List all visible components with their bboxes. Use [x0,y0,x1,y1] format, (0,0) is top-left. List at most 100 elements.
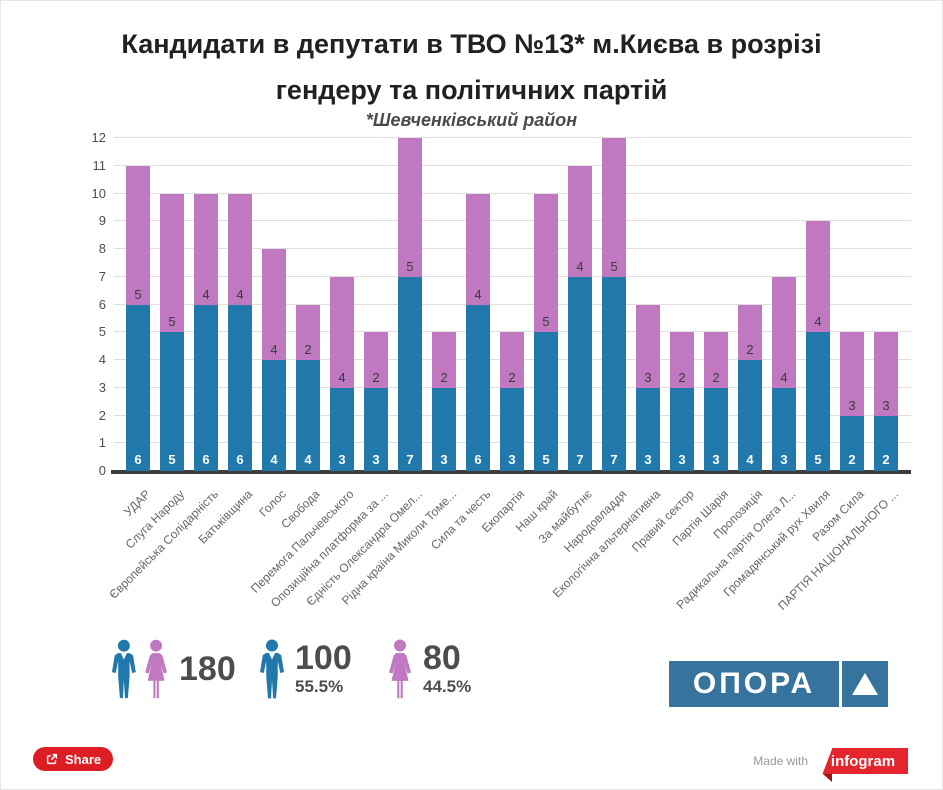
bar-male-segment[interactable] [874,415,898,471]
y-tick-label: 3 [98,379,106,395]
bar-male-segment[interactable] [772,387,796,471]
male-pictogram-icon [260,639,284,699]
bar-male-value: 6 [134,452,142,467]
bar-male-segment[interactable] [262,360,286,471]
bar-female-segment[interactable] [398,138,422,277]
chart-subtitle: *Шевченківський район [365,110,578,130]
y-tick-label: 9 [98,213,106,229]
bar-female-value: 5 [406,258,414,274]
share-button[interactable]: Share [33,747,114,771]
gridline [114,220,911,222]
bar-female-segment[interactable] [534,193,558,333]
bar-male-value: 5 [168,452,176,467]
bar-male-segment[interactable] [670,387,694,471]
bar-male-value: 3 [644,452,652,467]
bar-female-segment[interactable] [262,249,286,360]
bar-male-segment[interactable] [534,332,558,471]
bar-female-value: 4 [780,369,788,385]
bar-male-value: 5 [542,452,550,467]
bar-female-value: 2 [746,342,754,357]
bar-male-segment[interactable] [228,304,252,471]
bar-female-value: 5 [542,314,550,330]
legend-male: 100 55.5% [257,639,352,699]
bar-male-value: 4 [304,452,312,467]
bar-female-value: 2 [440,369,448,385]
bar-female-value: 4 [202,286,210,302]
bar-female-segment[interactable] [840,332,864,416]
bar-female-value: 3 [848,397,856,413]
opora-symbol [842,661,888,707]
bar-female-segment[interactable] [228,193,252,305]
bar-male-segment[interactable] [500,387,524,471]
bar-male-segment[interactable] [738,360,762,471]
bar-male-segment[interactable] [568,276,592,471]
bar-female-value: 3 [882,397,890,413]
bar-male-segment[interactable] [330,387,354,471]
opora-logo[interactable]: ОПОРА [669,661,888,707]
bar-male-value: 2 [882,452,890,467]
bar-male-segment[interactable] [466,304,490,471]
y-tick-label: 2 [98,407,106,423]
bar-male-segment[interactable] [432,387,456,471]
bar-male-segment[interactable] [636,387,660,471]
infogram-badge[interactable]: infogram [818,748,908,782]
bar-female-value: 2 [508,369,516,385]
male-female-pictogram-icon [111,639,168,699]
bar-male-value: 3 [372,452,380,467]
bar-male-segment[interactable] [398,276,422,471]
bar-female-segment[interactable] [296,304,320,360]
bar-male-segment[interactable] [704,387,728,471]
bar-female-segment[interactable] [806,221,830,333]
bar-male-segment[interactable] [126,304,150,471]
gridline [114,248,911,249]
y-tick-label: 7 [98,268,106,284]
bar-male-value: 7 [576,452,584,467]
bar-male-segment[interactable] [602,276,626,471]
bar-female-segment[interactable] [364,332,388,388]
bar-male-value: 6 [474,452,482,467]
bar-male-segment[interactable] [296,360,320,471]
gridline [114,275,911,277]
bar-female-segment[interactable] [126,165,150,305]
bar-female-segment[interactable] [330,276,354,388]
legend-female: 80 44.5% [385,639,471,699]
chart-title: Кандидати в депутати в ТВО №13* м.Києва … [121,29,822,105]
bar-male-value: 3 [508,452,516,467]
legend-total: 180 [109,639,236,699]
bar-female-segment[interactable] [704,332,728,388]
bar-female-segment[interactable] [670,332,694,388]
bar-male-value: 4 [270,452,278,467]
bar-male-segment[interactable] [364,387,388,471]
bar-female-segment[interactable] [602,138,626,277]
male-percent: 55.5% [295,677,344,696]
infogram-wordmark: infogram [822,748,908,774]
bar-female-value: 5 [134,286,142,302]
bar-male-segment[interactable] [840,415,864,471]
bar-female-segment[interactable] [432,332,456,388]
bar-female-segment[interactable] [466,193,490,305]
triangle-icon [852,673,878,695]
bar-female-segment[interactable] [194,193,218,305]
bar-male-segment[interactable] [194,304,218,471]
bar-female-segment[interactable] [874,332,898,416]
bar-female-value: 3 [644,369,652,385]
share-icon [46,753,58,765]
bar-male-value: 2 [848,452,856,467]
bar-female-segment[interactable] [500,332,524,388]
y-tick-label: 1 [98,435,106,451]
bar-male-value: 3 [338,452,346,467]
bar-male-segment[interactable] [160,332,184,471]
bar-male-value: 7 [610,452,618,467]
bar-female-segment[interactable] [160,193,184,333]
total-count: 180 [179,649,236,688]
bar-female-value: 4 [474,286,482,302]
bar-female-segment[interactable] [636,304,660,388]
bar-female-segment[interactable] [772,276,796,388]
bar-male-value: 5 [814,452,822,467]
female-percent: 44.5% [423,677,472,696]
bar-male-value: 6 [236,452,244,467]
bar-male-segment[interactable] [806,332,830,471]
bar-female-segment[interactable] [568,165,592,277]
bar-female-segment[interactable] [738,304,762,360]
